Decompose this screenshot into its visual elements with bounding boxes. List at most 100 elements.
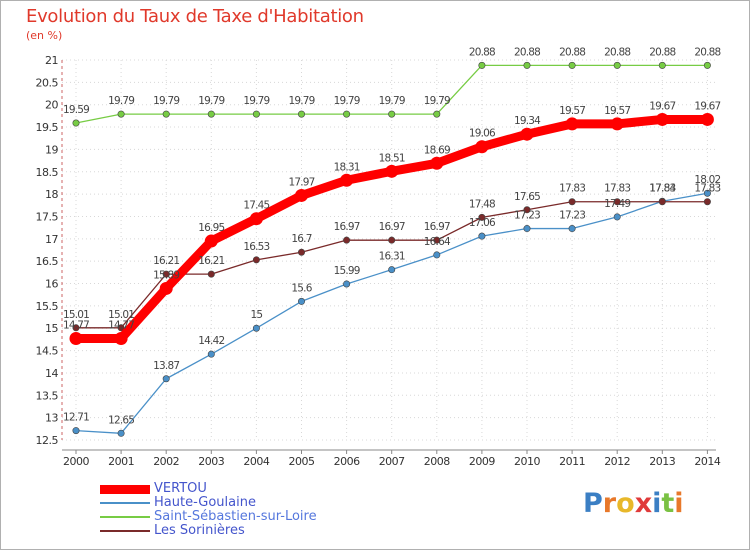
y-tick-label: 15 — [45, 322, 58, 335]
x-tick-label: 2011 — [559, 455, 585, 468]
data-point — [162, 375, 170, 383]
data-point — [613, 213, 621, 221]
x-tick-label: 2012 — [604, 455, 630, 468]
data-point — [430, 156, 444, 170]
data-label: 12.65 — [108, 414, 134, 426]
data-point — [388, 236, 396, 244]
data-point — [613, 198, 621, 206]
data-label: 19.57 — [604, 105, 630, 117]
data-point — [475, 140, 489, 154]
x-tick-label: 2005 — [289, 455, 315, 468]
data-point — [204, 234, 218, 248]
data-point — [520, 127, 534, 141]
data-point — [568, 198, 576, 206]
data-point — [703, 198, 711, 206]
data-point — [252, 324, 260, 332]
data-label: 16.95 — [198, 222, 224, 234]
data-label: 12.71 — [63, 412, 89, 424]
data-point — [478, 213, 486, 221]
data-point — [433, 251, 441, 259]
data-label: 14.77 — [63, 320, 89, 332]
data-label: 17.45 — [243, 200, 269, 212]
logo-letter: t — [661, 488, 675, 519]
data-label: 20.88 — [604, 46, 630, 58]
x-tick-label: 2009 — [469, 455, 495, 468]
y-tick-label: 17 — [45, 233, 58, 246]
legend-item: VERTOU — [100, 482, 317, 496]
data-label: 16.31 — [379, 251, 405, 263]
data-point — [388, 110, 396, 118]
data-label: 13.87 — [153, 360, 179, 372]
data-label: 16.21 — [198, 255, 224, 267]
data-label: 15 — [251, 309, 263, 321]
x-tick-label: 2004 — [243, 455, 269, 468]
data-point — [249, 212, 263, 226]
data-point — [700, 112, 714, 126]
data-point — [523, 61, 531, 69]
data-point — [655, 112, 669, 126]
data-label: 19.59 — [63, 104, 89, 116]
data-point — [343, 236, 351, 244]
data-label: 14.42 — [198, 335, 224, 347]
data-point — [343, 110, 351, 118]
data-label: 19.79 — [243, 95, 269, 107]
x-tick-label: 2014 — [694, 455, 720, 468]
data-label: 19.79 — [288, 95, 314, 107]
data-label: 19.79 — [334, 95, 360, 107]
data-point — [658, 198, 666, 206]
y-tick-label: 15.5 — [36, 300, 59, 313]
y-tick-label: 19 — [45, 143, 58, 156]
logo-letter: o — [616, 488, 635, 519]
legend-label: Haute-Goulaine — [154, 495, 256, 510]
data-label: 19.79 — [198, 95, 224, 107]
data-point — [523, 225, 531, 233]
data-label: 20.88 — [514, 46, 540, 58]
y-tick-label: 19.5 — [36, 121, 59, 134]
x-tick-label: 2013 — [649, 455, 675, 468]
data-point — [114, 332, 128, 346]
y-tick-label: 16.5 — [36, 255, 59, 268]
data-point — [117, 429, 125, 437]
y-tick-label: 13.5 — [36, 389, 59, 402]
data-label: 17.23 — [559, 210, 585, 222]
y-tick-label: 18.5 — [36, 166, 59, 179]
data-label: 20.88 — [469, 46, 495, 58]
data-point — [658, 61, 666, 69]
data-point — [565, 117, 579, 131]
data-point — [523, 206, 531, 214]
data-label: 15.89 — [153, 269, 179, 281]
data-point — [162, 110, 170, 118]
data-point — [568, 61, 576, 69]
data-label: 19.79 — [108, 95, 134, 107]
data-label: 18.02 — [694, 174, 720, 186]
legend-swatch — [100, 516, 150, 518]
data-point — [297, 110, 305, 118]
y-tick-label: 21 — [45, 54, 58, 67]
data-point — [297, 248, 305, 256]
data-point — [388, 266, 396, 274]
legend-item: Haute-Goulaine — [100, 496, 317, 510]
data-point — [433, 236, 441, 244]
data-label: 17.49 — [604, 198, 630, 210]
data-label: 19.57 — [559, 105, 585, 117]
data-point — [72, 324, 80, 332]
data-point — [252, 256, 260, 264]
x-tick-label: 2002 — [153, 455, 179, 468]
y-tick-label: 14 — [45, 367, 58, 380]
data-label: 19.79 — [424, 95, 450, 107]
y-tick-label: 20.5 — [36, 76, 59, 89]
data-point — [207, 270, 215, 278]
data-label: 15.6 — [291, 282, 312, 294]
proxiti-logo: Proxiti — [583, 488, 684, 519]
data-point — [72, 427, 80, 435]
data-point — [478, 61, 486, 69]
data-label: 19.79 — [379, 95, 405, 107]
data-point — [69, 332, 83, 346]
chart-legend: VERTOU Haute-Goulaine Saint-Sébastien-sur-… — [100, 482, 317, 538]
legend-item: Saint-Sébastien-sur-Loire — [100, 510, 317, 524]
y-tick-label: 13 — [45, 412, 58, 425]
logo-letter: i — [652, 488, 662, 519]
data-label: 17.97 — [288, 176, 314, 188]
data-label: 19.79 — [153, 95, 179, 107]
